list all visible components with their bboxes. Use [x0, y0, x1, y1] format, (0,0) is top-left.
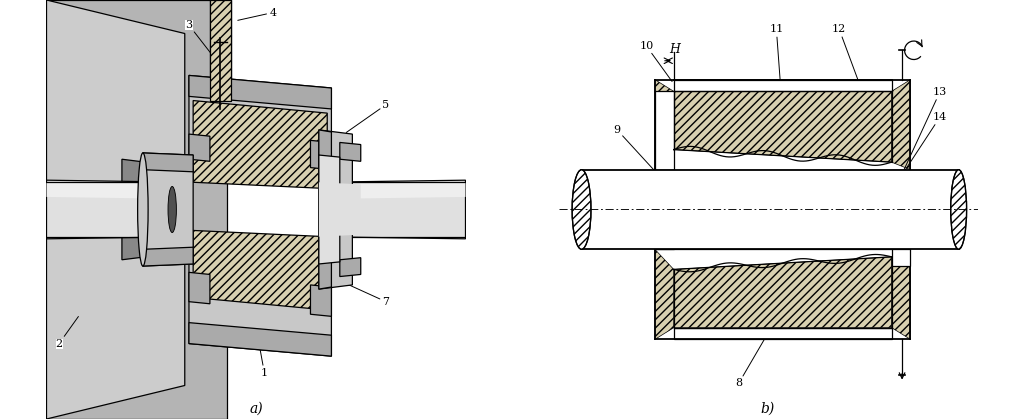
Polygon shape [674, 91, 892, 162]
Polygon shape [46, 0, 184, 419]
Polygon shape [143, 153, 194, 266]
Text: b): b) [761, 401, 775, 416]
Bar [892, 170, 910, 186]
Polygon shape [46, 180, 189, 239]
Polygon shape [655, 249, 674, 339]
Polygon shape [674, 257, 892, 328]
Text: 4: 4 [238, 8, 276, 21]
Polygon shape [310, 140, 332, 170]
Polygon shape [892, 80, 910, 170]
Text: 5: 5 [346, 100, 389, 132]
Polygon shape [318, 155, 340, 264]
Text: H: H [669, 43, 680, 56]
Text: 10: 10 [639, 41, 672, 82]
Ellipse shape [950, 170, 967, 249]
Polygon shape [122, 159, 189, 260]
Polygon shape [189, 134, 210, 161]
Polygon shape [143, 153, 194, 172]
Polygon shape [318, 130, 332, 289]
Bar [655, 170, 674, 191]
Text: a): a) [249, 401, 263, 416]
Bar [892, 170, 910, 190]
Text: 8: 8 [735, 336, 767, 388]
Polygon shape [194, 230, 328, 310]
Polygon shape [143, 247, 194, 266]
Bar [892, 249, 910, 266]
Polygon shape [46, 0, 226, 419]
Polygon shape [340, 142, 360, 161]
Polygon shape [892, 249, 910, 339]
Bar [655, 228, 674, 249]
Text: 3: 3 [185, 20, 217, 61]
Ellipse shape [572, 170, 591, 249]
Text: 9: 9 [613, 125, 662, 178]
Polygon shape [655, 80, 674, 170]
Text: 2: 2 [55, 316, 79, 349]
Text: 12: 12 [833, 24, 859, 83]
Polygon shape [318, 182, 360, 237]
Polygon shape [340, 258, 360, 277]
Polygon shape [318, 182, 466, 199]
Bar [655, 91, 674, 170]
Polygon shape [189, 272, 210, 304]
Text: 14: 14 [897, 112, 947, 182]
Text: 6: 6 [347, 188, 407, 205]
Polygon shape [46, 182, 189, 199]
Bar [674, 328, 892, 339]
Bar [655, 228, 674, 249]
Polygon shape [189, 260, 332, 356]
Text: 11: 11 [769, 24, 783, 83]
Ellipse shape [137, 153, 148, 266]
Polygon shape [189, 75, 332, 109]
Polygon shape [189, 323, 332, 356]
Polygon shape [189, 75, 332, 170]
Bar [655, 170, 674, 196]
Text: 15: 15 [942, 204, 968, 215]
Bar [892, 249, 910, 266]
Text: 1: 1 [256, 330, 268, 378]
Polygon shape [194, 101, 328, 189]
Text: 7: 7 [342, 282, 389, 307]
Text: 13: 13 [903, 87, 947, 171]
Polygon shape [318, 180, 466, 239]
Polygon shape [318, 130, 352, 289]
Polygon shape [210, 0, 230, 101]
Bar [674, 80, 892, 91]
Polygon shape [310, 285, 332, 316]
Bar [582, 170, 958, 249]
Ellipse shape [168, 186, 176, 233]
